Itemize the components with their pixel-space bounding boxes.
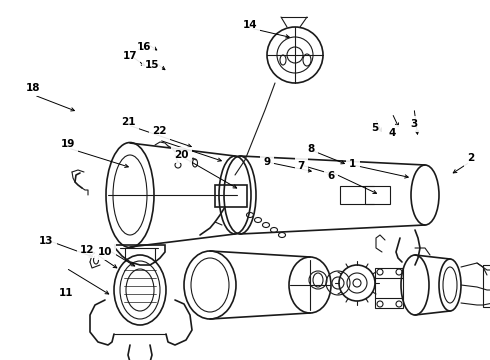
Bar [215, 185, 247, 207]
Text: 3: 3 [411, 119, 417, 129]
Text: 16: 16 [137, 42, 152, 52]
Text: 9: 9 [264, 157, 270, 167]
Text: 2: 2 [467, 153, 474, 163]
Text: 6: 6 [327, 171, 334, 181]
Bar [375, 268, 403, 308]
Text: 12: 12 [80, 245, 95, 255]
Text: 15: 15 [145, 60, 159, 70]
Text: 13: 13 [39, 236, 54, 246]
Text: 11: 11 [59, 288, 74, 298]
Bar [340, 186, 390, 204]
Text: 10: 10 [98, 247, 113, 257]
Text: 17: 17 [122, 51, 137, 61]
Text: 21: 21 [121, 117, 136, 127]
Bar [483, 265, 490, 307]
Text: 14: 14 [243, 20, 257, 30]
Text: 4: 4 [388, 128, 396, 138]
Text: 22: 22 [152, 126, 167, 136]
Text: 5: 5 [371, 123, 378, 133]
Text: 19: 19 [60, 139, 75, 149]
Text: 18: 18 [26, 83, 41, 93]
Text: 7: 7 [297, 161, 305, 171]
Text: 1: 1 [349, 159, 356, 169]
Text: 20: 20 [174, 150, 189, 160]
Text: 8: 8 [308, 144, 315, 154]
